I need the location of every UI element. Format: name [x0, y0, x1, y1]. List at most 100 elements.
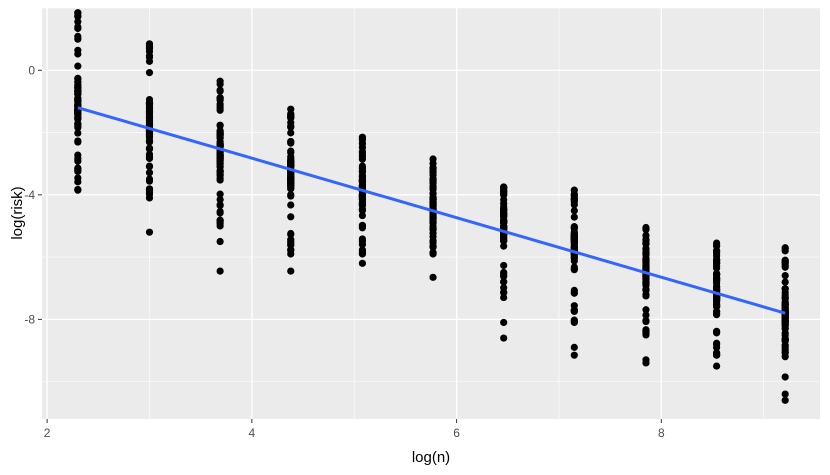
data-point	[74, 74, 82, 83]
y-axis: 0 -4 -8	[24, 63, 42, 326]
data-point	[642, 261, 650, 269]
data-point	[429, 175, 437, 183]
data-point	[287, 138, 295, 146]
data-point	[145, 114, 154, 123]
data-point	[74, 109, 82, 118]
data-point	[145, 99, 154, 107]
data-point	[287, 153, 295, 161]
data-point	[74, 165, 82, 173]
data-point	[570, 289, 578, 297]
data-point	[358, 178, 367, 186]
data-point	[74, 83, 82, 91]
x-tick-label: 6	[453, 426, 460, 440]
data-point	[713, 327, 721, 335]
y-axis-title: log(risk)	[9, 186, 26, 239]
data-point	[145, 169, 154, 177]
data-point	[781, 285, 789, 293]
data-point	[642, 256, 650, 264]
data-point	[216, 209, 224, 217]
data-point	[781, 244, 789, 253]
data-point	[500, 242, 508, 250]
data-point	[74, 18, 82, 26]
data-point	[570, 213, 578, 221]
y-tick-label: -4	[24, 188, 35, 202]
data-point	[216, 94, 224, 102]
data-point	[713, 259, 721, 267]
data-point	[781, 346, 789, 354]
data-point	[287, 229, 295, 238]
data-point	[781, 336, 789, 344]
data-point	[713, 311, 721, 319]
data-point	[216, 80, 224, 88]
data-point	[145, 162, 154, 170]
data-point	[358, 139, 367, 147]
data-point	[429, 273, 437, 281]
data-point	[713, 362, 721, 370]
data-point	[500, 217, 508, 225]
data-point	[287, 192, 295, 200]
data-point	[500, 196, 508, 204]
data-point	[500, 206, 508, 214]
data-point	[74, 178, 82, 186]
x-tick-label: 8	[658, 426, 665, 440]
data-point	[500, 318, 508, 327]
data-point	[74, 138, 82, 146]
data-point	[570, 234, 578, 242]
y-tick-label: 0	[28, 63, 35, 77]
data-point	[74, 12, 82, 20]
data-point	[216, 201, 224, 209]
data-point	[713, 351, 721, 359]
data-point	[74, 157, 82, 165]
data-point	[429, 242, 437, 251]
data-point	[287, 246, 295, 255]
data-point	[358, 211, 367, 220]
data-point	[500, 278, 508, 286]
data-point	[287, 201, 295, 209]
data-point	[358, 249, 367, 258]
data-point	[570, 207, 578, 215]
data-point	[713, 340, 721, 349]
data-point	[642, 281, 650, 289]
data-point	[570, 223, 578, 231]
data-point	[216, 106, 224, 114]
data-point	[74, 123, 82, 132]
data-point	[216, 267, 224, 275]
data-point	[358, 206, 367, 214]
trend-line	[77, 106, 786, 315]
data-point	[74, 62, 82, 70]
data-point	[642, 311, 650, 319]
data-point	[781, 321, 789, 329]
data-point	[642, 236, 650, 245]
data-point	[570, 194, 578, 202]
data-point	[74, 46, 82, 54]
data-point	[429, 189, 437, 198]
data-point	[216, 134, 224, 142]
data-point	[781, 278, 789, 286]
data-point	[500, 187, 508, 195]
data-point	[570, 343, 578, 351]
data-point	[713, 303, 721, 311]
data-point	[500, 237, 508, 245]
data-point	[287, 123, 295, 131]
data-point	[642, 328, 650, 336]
x-axis: 2 4 6 8	[44, 419, 665, 440]
data-point	[781, 373, 789, 381]
data-point	[287, 267, 295, 275]
x-axis-title: log(n)	[412, 449, 450, 466]
x-tick-label: 2	[44, 426, 51, 440]
data-point	[429, 198, 437, 206]
data-point	[642, 250, 650, 258]
data-point	[74, 151, 82, 159]
data-point	[500, 261, 508, 270]
data-point	[429, 248, 437, 257]
data-point	[358, 237, 367, 245]
data-point	[570, 316, 578, 324]
data-point	[145, 152, 154, 160]
data-point	[713, 271, 721, 279]
data-point	[145, 57, 154, 65]
data-point	[358, 163, 367, 172]
data-point	[358, 200, 367, 208]
data-point	[570, 307, 578, 316]
data-point	[500, 271, 508, 280]
data-point	[642, 290, 650, 298]
